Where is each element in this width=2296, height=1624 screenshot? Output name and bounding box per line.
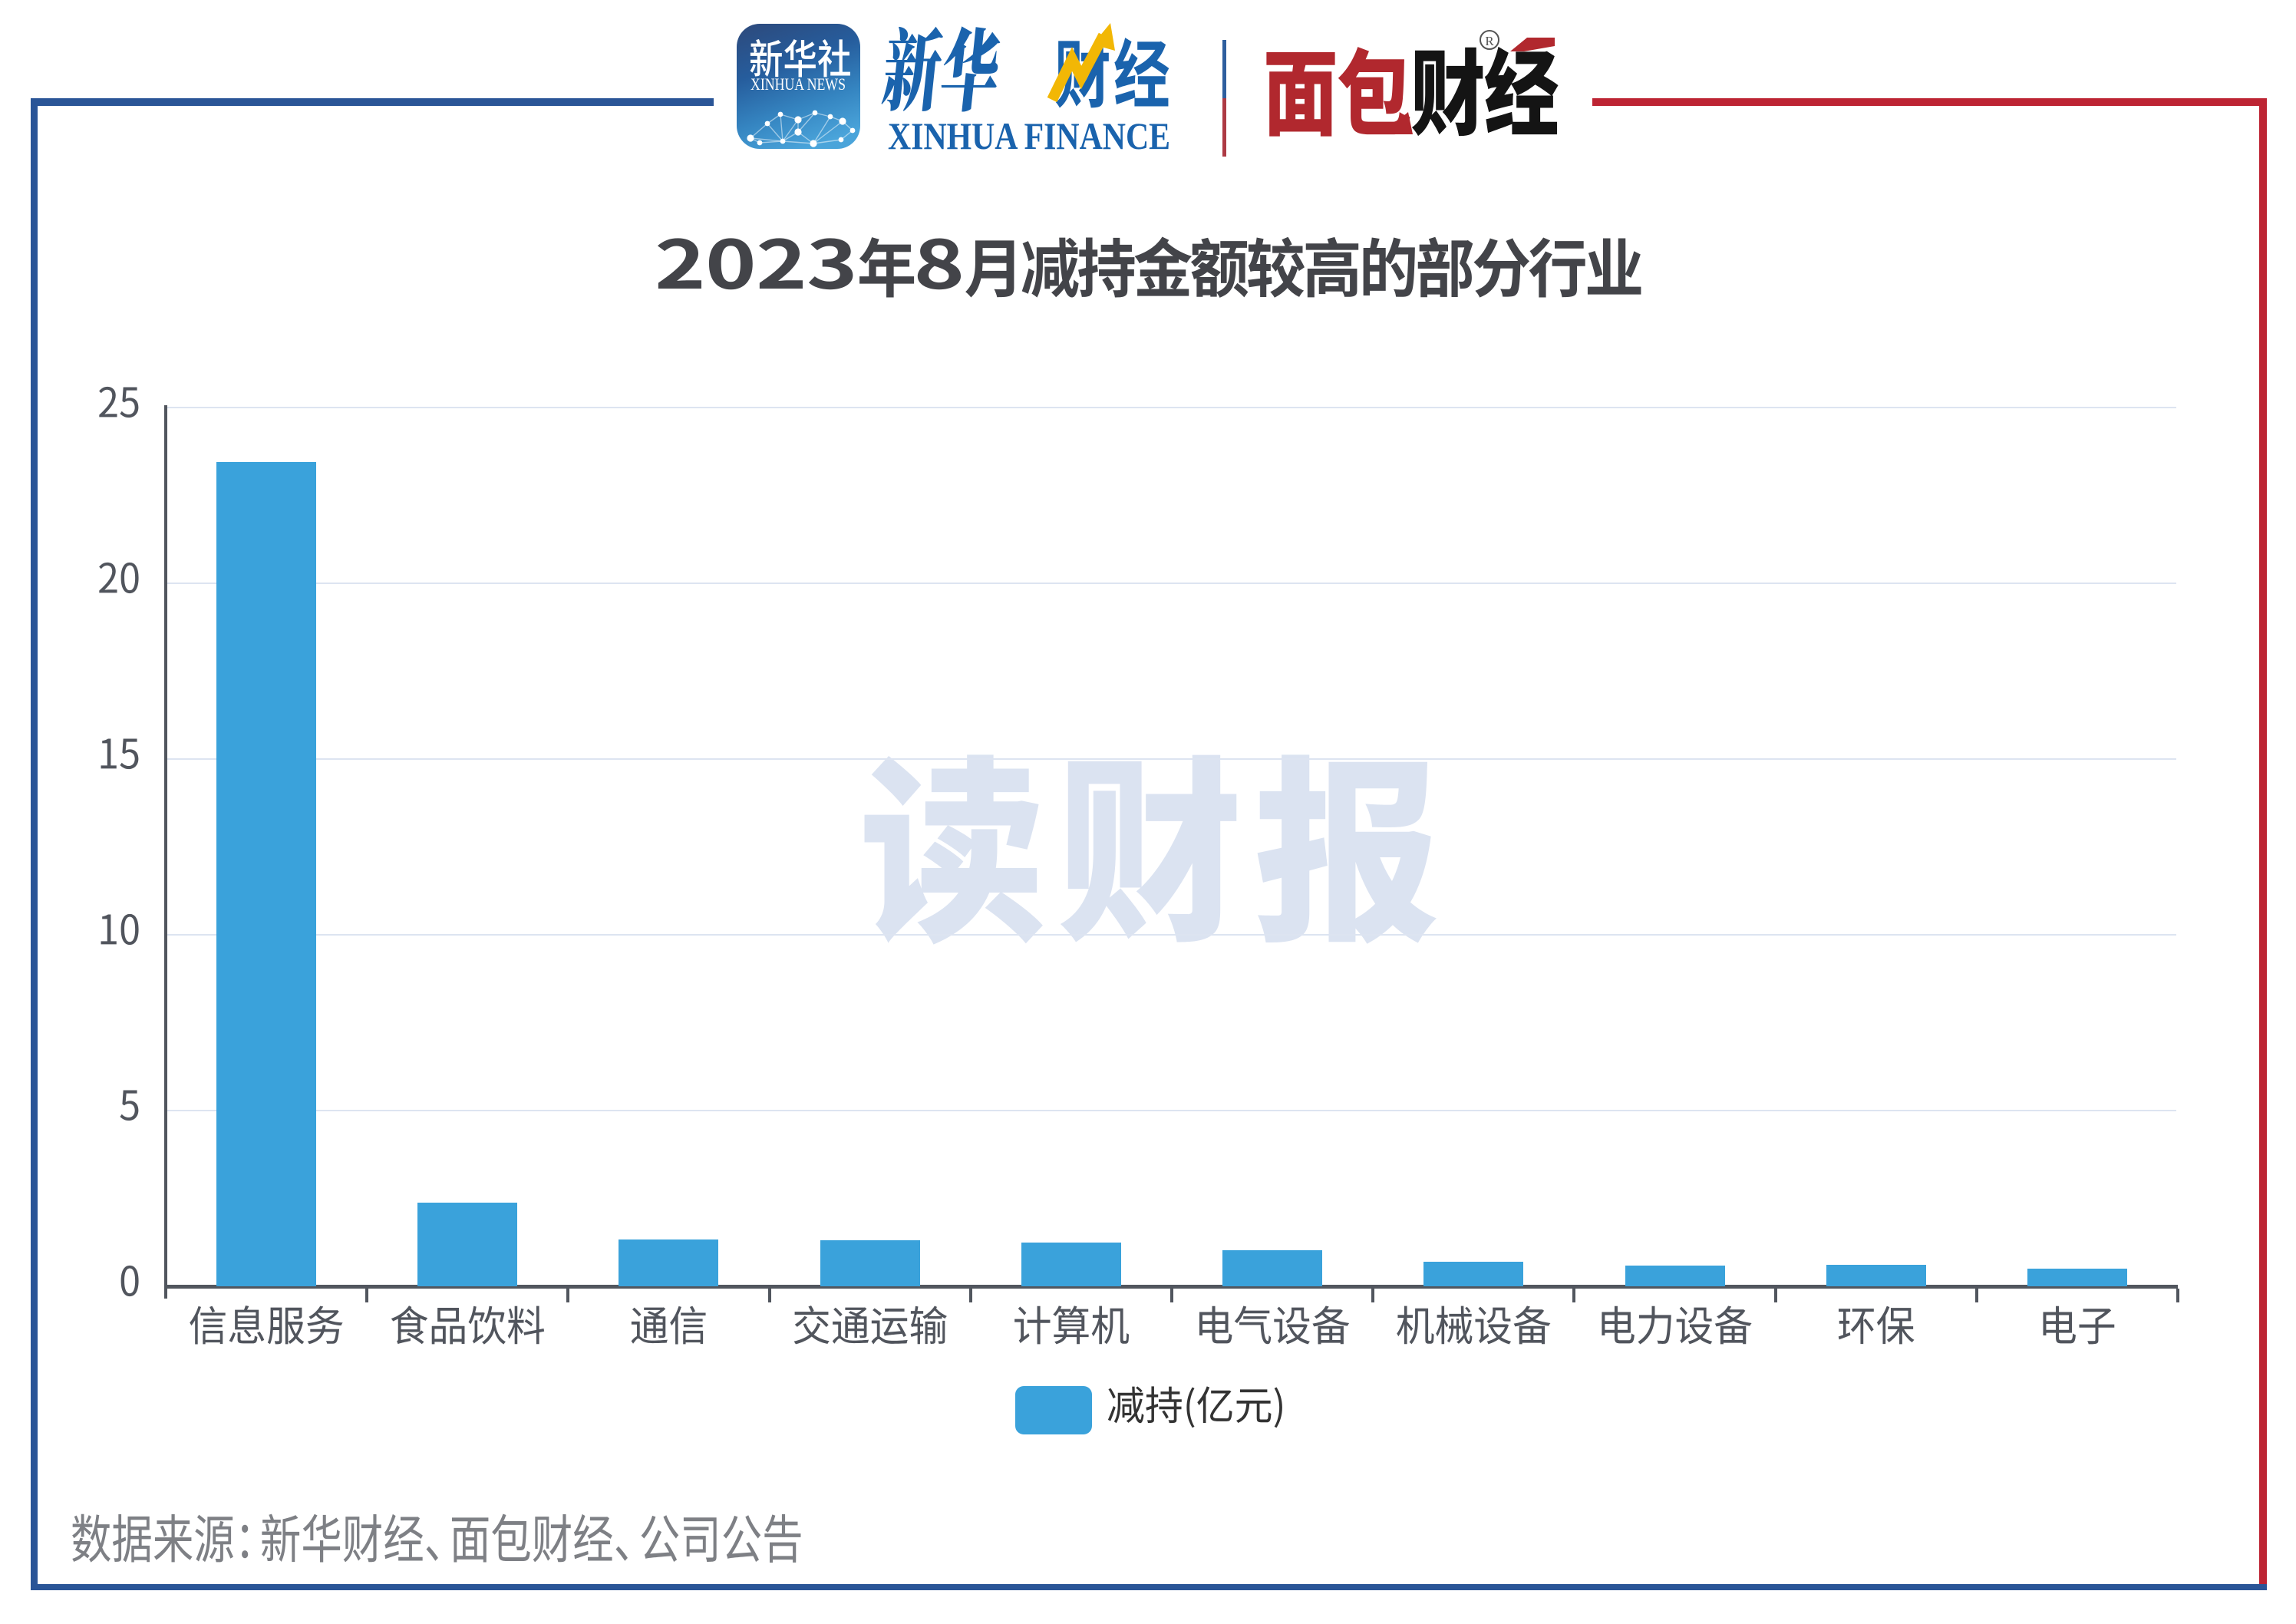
svg-text:R: R	[1485, 34, 1494, 48]
svg-text:XINHUA NEWS: XINHUA NEWS	[750, 74, 846, 94]
svg-text:XINHUA FINANCE: XINHUA FINANCE	[888, 114, 1170, 157]
